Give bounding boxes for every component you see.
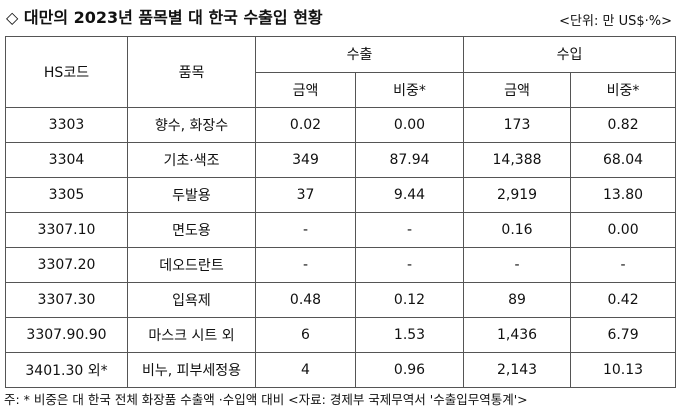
- table-cell: 349: [255, 142, 356, 178]
- table-cell: 173: [463, 107, 572, 143]
- table-cell: -: [570, 247, 677, 283]
- table-cell: -: [255, 247, 356, 283]
- table-cell: 3304: [5, 142, 128, 178]
- trade-table: HS코드 품목 수출 수입 금액 비중* 금액 비중* 3303 향수, 화장수 0…: [5, 36, 677, 388]
- table-cell: 2,143: [463, 352, 572, 388]
- header-cell: HS코드: [5, 36, 128, 108]
- table-cell: 두발용: [127, 177, 256, 213]
- table-cell: -: [255, 212, 356, 248]
- table-cell: 68.04: [570, 142, 677, 178]
- table-cell: 비누, 피부세정용: [127, 352, 256, 388]
- table-cell: 입욕제: [127, 282, 256, 318]
- table-cell: 1.53: [354, 317, 465, 353]
- table-cell: 0.42: [570, 282, 677, 318]
- table-cell: 0.48: [255, 282, 356, 318]
- header-cell: 비중*: [354, 71, 465, 108]
- table-cell: 데오드란트: [127, 247, 256, 283]
- header-cell: 수입: [463, 36, 677, 73]
- table-row: 3401.30 외* 비누, 피부세정용 4 0.96 2,143 10.13: [5, 352, 677, 388]
- table-cell: -: [463, 247, 572, 283]
- table-row: 3307.90.90 마스크 시트 외 6 1.53 1,436 6.79: [5, 317, 677, 353]
- table-cell: 0.00: [354, 107, 465, 143]
- table-row: 3303 향수, 화장수 0.02 0.00 173 0.82: [5, 107, 677, 143]
- title: ◇ 대만의 2023년 품목별 대 한국 수출입 현황: [6, 8, 323, 27]
- table-cell: -: [354, 247, 465, 283]
- table-row: 3307.30 입욕제 0.48 0.12 89 0.42: [5, 282, 677, 318]
- table-cell: 3307.90.90: [5, 317, 128, 353]
- header-cell: 금액: [255, 71, 356, 108]
- table-cell: 기초·색조: [127, 142, 256, 178]
- table-cell: 3401.30 외*: [5, 352, 128, 388]
- header-cell: 품목: [127, 36, 256, 108]
- table-row: 3307.10 면도용 - -0.16 0.00: [5, 212, 677, 248]
- table-cell: 3307.10: [5, 212, 128, 248]
- table-row: 3307.20 데오드란트 - - - -: [5, 247, 677, 283]
- header-cell: 수출: [254, 36, 465, 73]
- table-cell: 3307.20: [5, 247, 128, 283]
- table-cell: 2,919: [463, 177, 572, 213]
- table-cell: 14,388: [463, 142, 572, 178]
- table-cell: 3307.30: [5, 282, 128, 318]
- table-cell: 13.80: [570, 177, 677, 213]
- table-cell: 37: [255, 177, 356, 213]
- unit-label: <단위: 만 US$·%>: [559, 14, 672, 29]
- table-cell: 면도용: [127, 212, 256, 248]
- table-cell: 9.44: [354, 177, 465, 213]
- table-cell: 6.79: [570, 317, 677, 353]
- table-cell: 0.96: [354, 352, 465, 388]
- table-cell: 마스크 시트 외: [127, 317, 256, 353]
- header-cell: 금액: [463, 71, 572, 108]
- table-cell: 3303: [5, 107, 128, 143]
- footnote: 주: * 비중은 대 한국 전체 화장품 수출액 ·수입액 대비 <자료: 경제…: [4, 392, 528, 407]
- table-row: 3305 두발용 37 9.44 2,919 13.80: [5, 177, 677, 213]
- table-cell: 0.82: [570, 107, 677, 143]
- table-cell: 향수, 화장수: [127, 107, 256, 143]
- table-cell: 10.13: [570, 352, 677, 388]
- table-cell: 0.02: [255, 107, 356, 143]
- table-row: 3304 기초·색조 349 87.94 14,388 68.04: [5, 142, 677, 178]
- table-body: 3303 향수, 화장수 0.02 0.00 173 0.82 3304 기초·색조 349 87…: [5, 107, 677, 388]
- table-header: HS코드 품목 수출 수입 금액 비중* 금액 비중*: [5, 36, 677, 108]
- table-cell: 6: [255, 317, 356, 353]
- table-cell: 0.12: [354, 282, 465, 318]
- table-cell: 1,436: [463, 317, 572, 353]
- table-cell: -: [354, 212, 465, 248]
- table-cell: 87.94: [354, 142, 465, 178]
- table-cell: 3305: [5, 177, 128, 213]
- table-cell: 0.00: [570, 212, 677, 248]
- table-cell: 4: [255, 352, 356, 388]
- header-cell: 비중*: [570, 71, 677, 108]
- table-cell: 0.16: [463, 212, 572, 248]
- table-cell: 89: [463, 282, 572, 318]
